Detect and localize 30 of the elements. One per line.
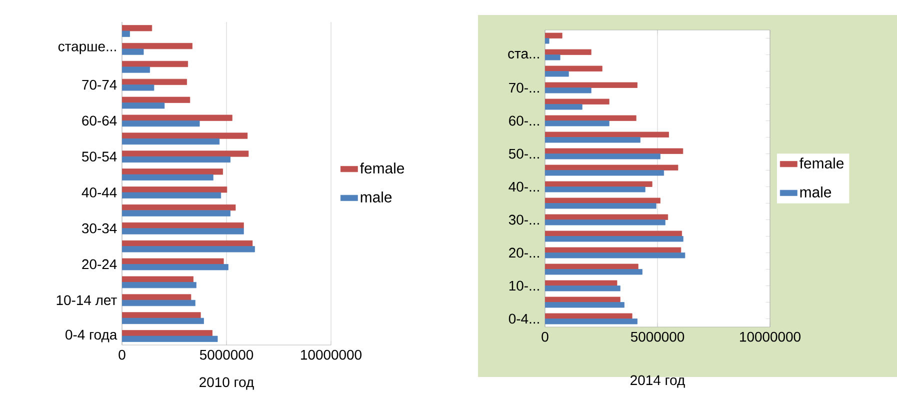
y-tick-label: 20-...: [509, 248, 539, 258]
x-tick-label: 0: [542, 332, 548, 342]
y-tick-label: 40-...: [508, 182, 539, 192]
legend-label: male: [360, 191, 392, 202]
y-tick-label: 70-...: [509, 82, 539, 93]
legend-label: female: [360, 162, 404, 174]
y-tick-label: 50-...: [508, 148, 539, 159]
legend-label: male: [800, 186, 832, 198]
y-tick-label: 30-34: [82, 223, 117, 234]
x-tick-label: 5000000: [200, 350, 254, 360]
y-tick-label: 40-44: [82, 188, 117, 198]
y-tick-label: старше...: [58, 44, 116, 54]
y-tick-label: 60-64: [82, 116, 117, 126]
x-axis-title: 2014 год: [630, 375, 685, 388]
x-tick-label: 5000000: [630, 332, 684, 342]
x-tick-label: 10000000: [740, 332, 800, 342]
y-tick-label: 30-...: [508, 214, 539, 225]
y-tick-label: 0-4 года: [66, 330, 118, 342]
x-axis-title: 2010 год: [200, 377, 254, 390]
y-tick-label: 10-...: [509, 280, 539, 291]
y-tick-label: ста...: [508, 50, 539, 59]
x-tick-label: 0: [118, 350, 126, 360]
y-tick-label: 50-54: [82, 152, 117, 162]
x-tick-label: 10000000: [301, 350, 362, 360]
legend-label: female: [800, 158, 844, 169]
y-tick-label: 20-24: [82, 259, 117, 270]
y-tick-label: 10-14 лет: [56, 295, 117, 306]
y-tick-label: 0-4...: [508, 314, 539, 324]
y-tick-label: 70-74: [82, 80, 117, 90]
y-tick-label: 60-...: [509, 116, 539, 126]
